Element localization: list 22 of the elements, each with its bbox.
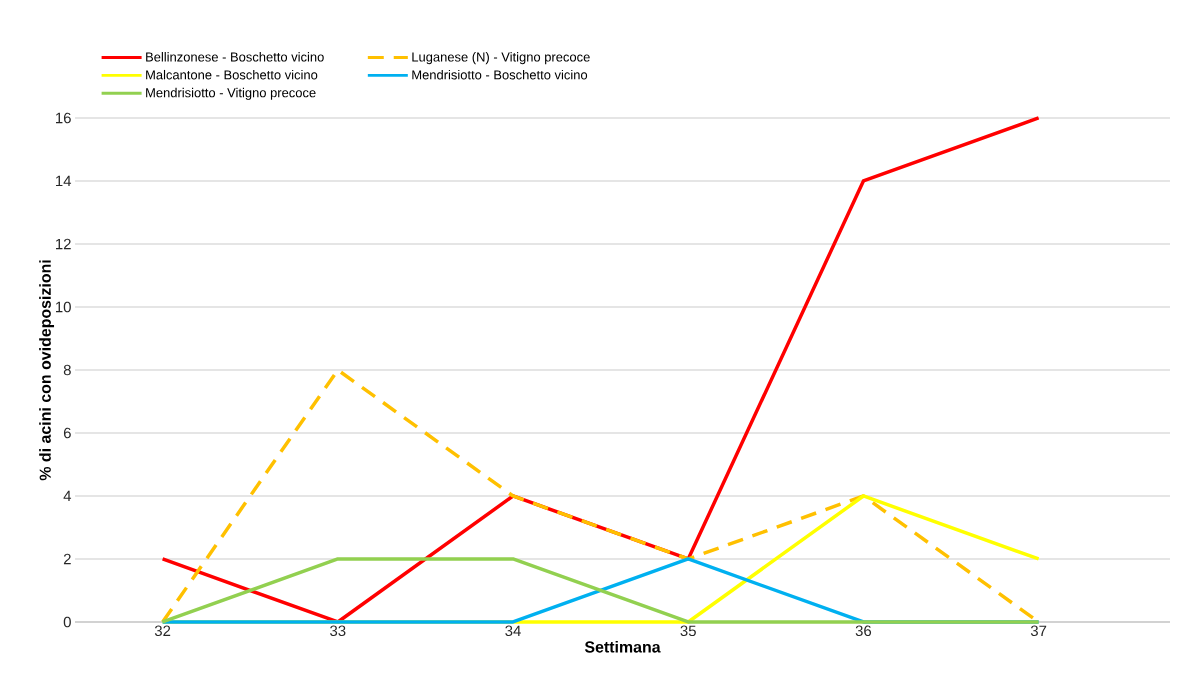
x-tick-label: 34	[505, 625, 521, 637]
legend-label: Malcantone - Boschetto vicino	[146, 69, 318, 80]
x-tick-label: 35	[680, 625, 696, 637]
y-tick-label: 6	[63, 427, 71, 439]
y-tick-label: 12	[56, 238, 71, 250]
y-tick-label: 14	[56, 175, 72, 187]
x-tick-label: 36	[855, 625, 872, 637]
y-tick-label: 0	[63, 616, 71, 628]
legend-label: Bellinzonese - Boschetto vicino	[146, 52, 324, 62]
y-tick-label: 10	[56, 301, 71, 313]
x-tick-label: 33	[330, 625, 346, 637]
y-tick-label: 16	[56, 112, 71, 124]
legend-label: Luganese (N) - Vitigno precoce	[412, 52, 590, 65]
x-tick-label: 32	[154, 625, 171, 637]
legend-label: Mendrisiotto - Vitigno precoce	[146, 87, 316, 100]
x-axis-title: Settimana	[584, 640, 661, 653]
y-axis-title: % di acini con ovideposizioni	[39, 260, 55, 481]
legend-label: Mendrisiotto - Boschetto vicino	[412, 69, 588, 80]
y-tick-label: 2	[63, 553, 71, 565]
y-tick-label: 4	[63, 490, 72, 502]
y-tick-label: 8	[63, 364, 71, 376]
x-tick-label: 37	[1030, 625, 1047, 637]
